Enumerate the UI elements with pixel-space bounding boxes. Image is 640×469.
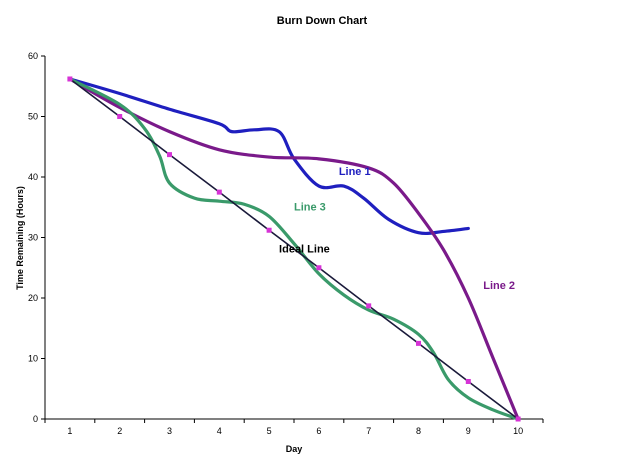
series-line-ideal-line xyxy=(69,78,519,420)
y-tick-label: 50 xyxy=(28,112,38,122)
data-point-marker xyxy=(117,114,123,119)
series-label-ideal-line: Ideal Line xyxy=(279,244,330,256)
x-tick-label: 1 xyxy=(67,426,72,436)
y-tick-label: 0 xyxy=(33,414,38,424)
marker-layer xyxy=(67,76,521,422)
x-tick-label: 2 xyxy=(117,426,122,436)
data-point-marker xyxy=(366,303,372,309)
x-tick-label: 4 xyxy=(217,426,222,436)
x-tick-label: 3 xyxy=(167,426,172,436)
y-axis-label: Time Remaining (Hours) xyxy=(15,186,25,290)
series-label-line-2: Line 2 xyxy=(483,280,515,292)
x-tick-label: 9 xyxy=(466,426,471,436)
series-label-line-3: Line 3 xyxy=(294,201,326,213)
chart-title: Burn Down Chart xyxy=(277,15,368,27)
series-line-line-2 xyxy=(68,77,520,421)
x-tick-label: 5 xyxy=(267,426,272,436)
series-label-line-1: Line 1 xyxy=(339,166,371,178)
series-layer xyxy=(68,77,520,421)
data-point-marker xyxy=(167,152,172,158)
y-tick-label: 60 xyxy=(28,51,38,61)
data-point-marker xyxy=(67,76,73,82)
label-layer: Ideal Line Line 1 Line 2 Line 3 xyxy=(279,166,515,292)
x-tick-label: 10 xyxy=(513,426,523,436)
data-point-marker xyxy=(266,227,272,233)
x-axis-label: Day xyxy=(286,444,303,454)
x-tick-label: 7 xyxy=(366,426,371,436)
y-tick-label: 10 xyxy=(28,354,38,364)
data-point-marker xyxy=(316,265,322,271)
y-tick-label: 20 xyxy=(28,293,38,303)
data-point-marker xyxy=(416,340,421,346)
x-tick-label: 6 xyxy=(316,426,321,436)
data-point-marker xyxy=(465,378,471,384)
x-tick-label: 8 xyxy=(416,426,421,436)
axes: 0 10 20 30 40 50 60 1 2 3 4 5 6 7 8 9 10 xyxy=(28,51,544,436)
y-tick-label: 40 xyxy=(28,172,38,182)
data-point-marker xyxy=(515,416,521,422)
y-tick-label: 30 xyxy=(28,233,38,243)
data-point-marker xyxy=(216,189,222,195)
